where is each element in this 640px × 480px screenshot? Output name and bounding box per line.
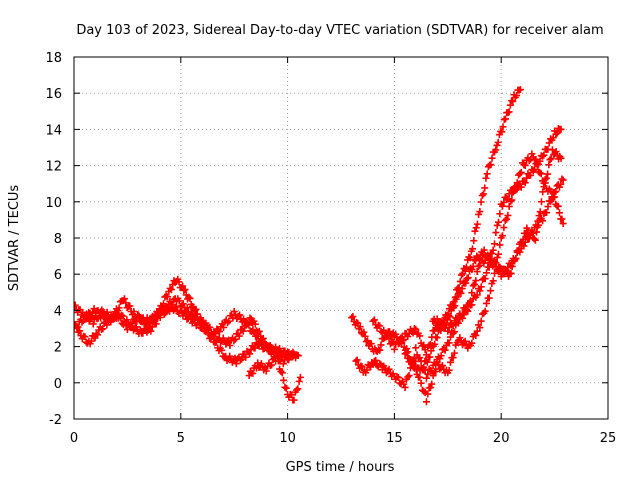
- y-tick-label: 6: [54, 268, 62, 283]
- point-marks: [74, 303, 272, 368]
- y-tick-label: 18: [45, 51, 62, 66]
- axis-ticks: 0 5 10 15 20 25 -2 0 2 4 6 8 10 12 14 16 18: [45, 51, 616, 446]
- x-tick-label: 5: [177, 431, 185, 446]
- series-sat-h: [401, 150, 567, 406]
- y-tick-label: 10: [45, 196, 62, 211]
- point-marks: [245, 351, 304, 404]
- x-tick-label: 25: [600, 431, 617, 446]
- y-tick-label: 14: [45, 123, 62, 138]
- data-points: [74, 86, 567, 406]
- y-axis-label: SDTVAR / TECUs: [7, 185, 22, 292]
- point-marks: [352, 124, 565, 391]
- x-tick-label: 0: [70, 431, 78, 446]
- x-axis-label: GPS time / hours: [286, 460, 395, 475]
- y-tick-label: 12: [45, 160, 62, 175]
- x-tick-label: 20: [493, 431, 510, 446]
- series-sat-f: [352, 124, 565, 391]
- series-sat-i: [429, 146, 565, 330]
- point-marks: [401, 150, 567, 406]
- y-tick-label: -2: [49, 413, 62, 428]
- y-tick-label: 8: [54, 232, 62, 247]
- y-tick-label: 0: [54, 377, 62, 392]
- point-marks: [429, 146, 565, 330]
- series-sat-d: [245, 351, 304, 404]
- x-tick-label: 10: [279, 431, 296, 446]
- point-marks: [74, 295, 298, 368]
- series-sat-c: [74, 303, 272, 368]
- y-tick-label: 4: [54, 304, 62, 319]
- series-sat-b: [74, 295, 298, 368]
- y-tick-label: 2: [54, 341, 62, 356]
- chart-title: Day 103 of 2023, Sidereal Day-to-day VTE…: [76, 23, 603, 38]
- y-tick-label: 16: [45, 87, 62, 102]
- x-tick-label: 15: [386, 431, 403, 446]
